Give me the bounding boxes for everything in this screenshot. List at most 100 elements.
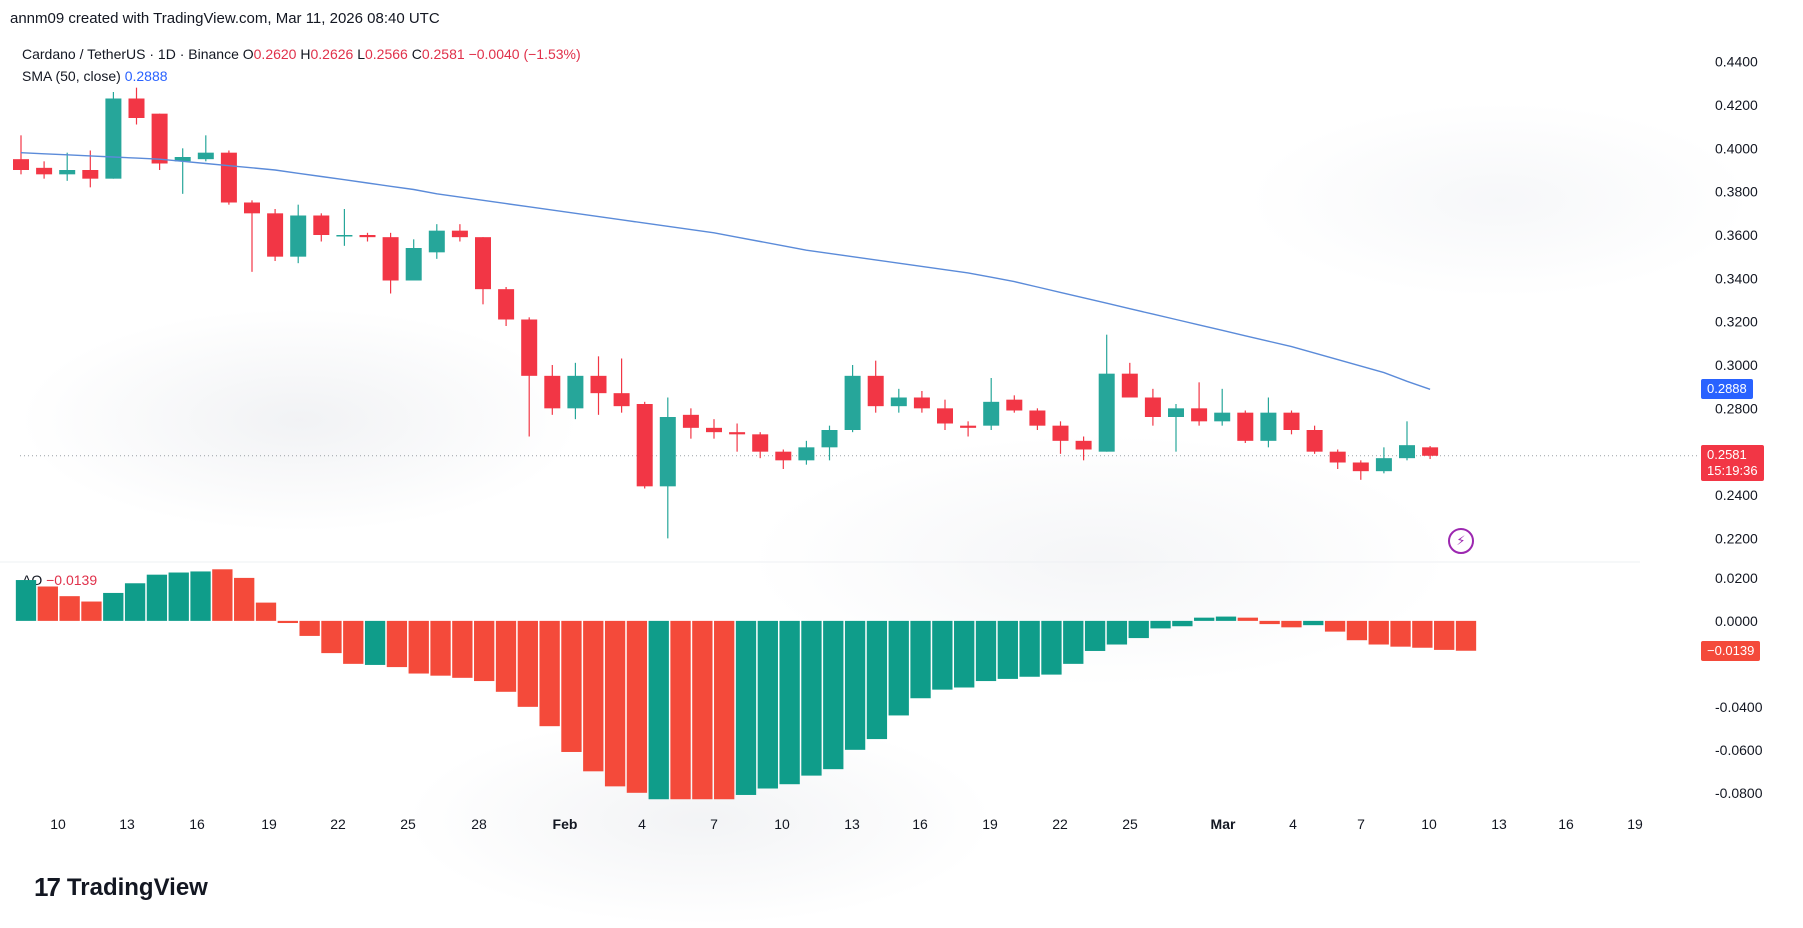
ao-bar xyxy=(648,620,669,800)
ao-bars-group xyxy=(15,569,1477,800)
price-axis[interactable]: 0.4400 0.4200 0.4000 0.3800 0.3600 0.3400 0.32… xyxy=(1715,54,1758,547)
candle-body xyxy=(1075,440,1092,450)
ao-bar xyxy=(430,620,451,676)
candle-body xyxy=(960,425,977,428)
candle-body xyxy=(1006,399,1023,411)
time-tick-label: 19 xyxy=(261,816,277,832)
price-tick-label: 0.3200 xyxy=(1715,314,1758,330)
time-tick-label: 25 xyxy=(400,816,416,832)
ao-bar xyxy=(408,620,429,674)
candle-body xyxy=(244,202,260,214)
ao-bar xyxy=(103,592,124,621)
time-tick-label: 4 xyxy=(638,816,646,832)
time-tick-label: 22 xyxy=(1052,816,1068,832)
candle-body xyxy=(682,414,699,428)
time-tick-label: 10 xyxy=(774,816,790,832)
ao-bar xyxy=(299,620,320,636)
ao-axis[interactable]: 0.0200 0.0000 -0.0400 -0.0600 -0.0800 xyxy=(1715,570,1763,801)
price-tick-label: 0.2400 xyxy=(1715,487,1758,503)
candle-body xyxy=(1144,397,1161,417)
price-tick-label: 0.2200 xyxy=(1715,530,1758,546)
price-tick-label: 0.3800 xyxy=(1715,184,1758,200)
candle-body xyxy=(267,213,284,257)
ao-bar xyxy=(59,596,80,621)
ao-bar xyxy=(1259,620,1280,625)
time-tick-label: 22 xyxy=(330,816,346,832)
ao-bar xyxy=(495,620,517,692)
time-tick-label: 7 xyxy=(1357,816,1365,832)
ao-bar xyxy=(255,602,277,621)
change-value: −0.0040 (−1.53%) xyxy=(468,46,581,62)
ao-bar xyxy=(888,620,909,716)
ao-bar xyxy=(1346,620,1368,641)
time-tick-label: 10 xyxy=(1421,816,1437,832)
price-tick-label: 0.2800 xyxy=(1715,400,1758,416)
ao-tick-label: 0.0200 xyxy=(1715,570,1758,586)
ao-bar xyxy=(517,620,538,707)
candle-body xyxy=(544,375,561,409)
ao-bar xyxy=(866,620,888,740)
time-tick-label: 19 xyxy=(982,816,998,832)
ao-bar xyxy=(1194,617,1215,621)
lightning-icon[interactable]: ⚡ xyxy=(1448,528,1474,554)
candle-body xyxy=(105,98,122,179)
ao-bar xyxy=(1172,620,1193,627)
sma-label: SMA (50, close) xyxy=(22,68,121,84)
high-value: 0.2626 xyxy=(310,46,354,62)
ao-bar xyxy=(757,620,778,789)
sma-line xyxy=(20,152,1431,390)
ao-bar xyxy=(561,620,582,752)
price-tick-label: 0.3400 xyxy=(1715,270,1758,286)
sma-value: 0.2888 xyxy=(124,68,168,84)
ao-bar xyxy=(1215,616,1237,621)
candle-body xyxy=(174,157,191,162)
candle-body xyxy=(590,375,607,394)
candle-body xyxy=(567,375,584,409)
low-value: 0.2566 xyxy=(365,46,408,62)
candle-body xyxy=(1237,412,1254,441)
ao-bar xyxy=(1019,620,1040,677)
candle-body xyxy=(890,397,907,407)
candle-body xyxy=(313,215,330,235)
candle-body xyxy=(1214,412,1231,422)
ao-bar xyxy=(823,620,844,770)
candle-body xyxy=(1052,425,1069,441)
ao-bar xyxy=(932,620,953,690)
time-tick-label: 16 xyxy=(1558,816,1574,832)
ao-bar xyxy=(975,620,997,682)
time-tick-label: 13 xyxy=(1491,816,1507,832)
sma-price-label: 0.2888 xyxy=(1701,379,1753,400)
symbol-name[interactable]: Cardano / TetherUS · 1D · Binance xyxy=(22,46,239,62)
last-price-value: 0.2581 xyxy=(1707,446,1747,462)
ao-bar xyxy=(168,572,189,621)
candle-body xyxy=(1098,373,1115,452)
candle-body xyxy=(1422,447,1439,456)
last-price-label: 0.2581 15:19:36 xyxy=(1701,444,1764,481)
candle-body xyxy=(382,237,399,281)
tradingview-mark: 17 xyxy=(34,872,61,902)
ao-bar xyxy=(1324,620,1346,632)
ao-bar xyxy=(1455,620,1477,651)
price-tick-label: 0.4200 xyxy=(1715,97,1758,113)
candle-body xyxy=(1168,408,1184,417)
candle-body xyxy=(498,289,515,320)
candle-body xyxy=(359,235,376,238)
main-legend: Cardano / TetherUS · 1D · Binance O0.262… xyxy=(22,46,581,62)
close-value: 0.2581 xyxy=(421,46,465,62)
ao-bar xyxy=(1128,620,1149,639)
time-tick-label: 13 xyxy=(844,816,860,832)
ao-bar xyxy=(910,620,931,699)
ao-bar xyxy=(997,620,1018,679)
candle-body xyxy=(729,432,746,435)
candle-body xyxy=(821,430,838,448)
ao-tick-label: -0.0600 xyxy=(1715,742,1763,758)
sma-legend[interactable]: SMA (50, close) 0.2888 xyxy=(22,68,168,84)
ao-bar xyxy=(37,586,58,621)
candle-body xyxy=(937,408,953,424)
price-tick-label: 0.4000 xyxy=(1715,140,1758,156)
ao-bar xyxy=(626,620,648,793)
candle-body xyxy=(913,397,930,409)
time-axis[interactable]: 10 13 16 19 22 25 28 Feb 4 7 10 13 16 19 22 25 Mar 4 7 10 13… xyxy=(50,816,1643,832)
